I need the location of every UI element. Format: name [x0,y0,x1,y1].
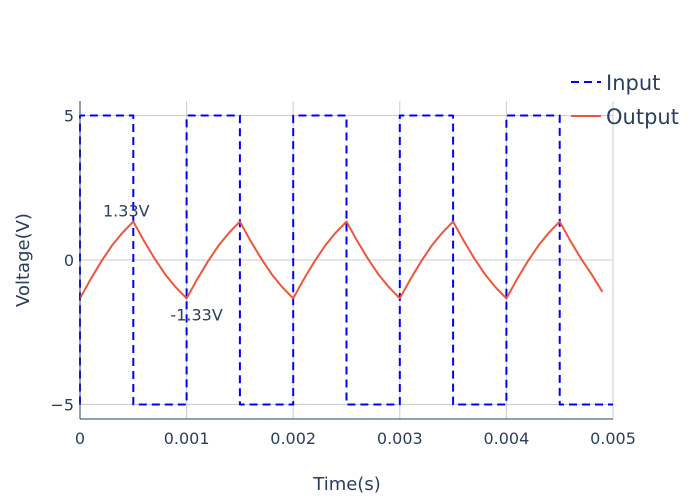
x-tick-label: 0.004 [483,429,529,448]
annotation-layer: 1.33V -1.33V [103,202,223,325]
x-axis-title: Time(s) [312,474,380,495]
y-axis-title: Voltage(V) [13,213,34,307]
legend-label-input[interactable]: Input [606,71,660,95]
axis-layer: 0 0.001 0.002 0.003 0.004 0.005−505 [50,101,636,448]
series-line-input [79,114,613,406]
y-tick-label: 0 [64,251,74,270]
series-layer [79,114,613,406]
data-annotation: -1.33V [170,305,222,324]
x-tick-label: 0.003 [377,429,423,448]
legend[interactable]: Input Output [571,71,679,129]
x-tick-label: 0.005 [590,429,636,448]
x-tick-label: 0 [75,429,85,448]
y-tick-label: −5 [50,396,74,415]
series-line-output [79,220,604,300]
legend-label-output[interactable]: Output [606,105,679,129]
y-tick-label: 5 [64,106,74,125]
x-tick-label: 0.001 [164,429,210,448]
x-tick-label: 0.002 [270,429,316,448]
data-annotation: 1.33V [103,202,150,221]
